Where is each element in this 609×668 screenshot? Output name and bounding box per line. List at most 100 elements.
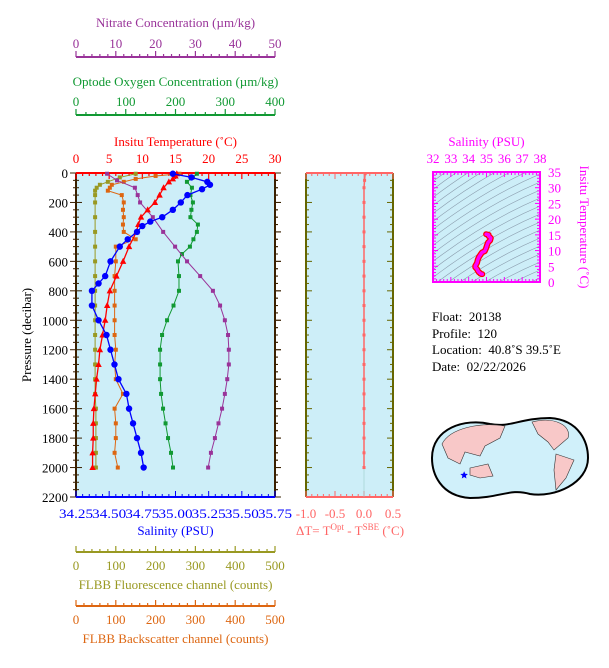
oxygen-point [190,200,195,205]
delta-t-point [362,348,366,352]
temperature-tick-label: 10 [136,151,149,166]
fluorescence-axis-title: FLBB Fluorescence channel (counts) [79,577,273,592]
density-contour [448,229,540,282]
oxygen-point [189,207,194,212]
backscatter-point [112,450,117,455]
nitrate-point [206,465,211,470]
salinity-point [88,287,96,295]
salinity-point [184,191,191,199]
backscatter-axis: 0 100 200 300 400 500 FLBB Backscatter channel… [73,600,285,646]
delta-t-tick-label: 0.0 [356,506,372,521]
nitrate-point [185,259,190,264]
salinity-point [95,317,102,324]
fluorescence-point [93,436,98,441]
oxygen-series [158,171,200,470]
salinity-point [107,258,114,265]
delta-t-plot: -1.0 -0.5 0.0 0.5ΔT= TOpt - TSBE (˚C) [296,172,404,538]
nitrate-point [114,178,119,183]
delta-t-point [363,172,367,176]
temperature-point [89,464,96,471]
backscatter-point [113,347,118,352]
pressure-tick-label: 1600 [42,402,68,417]
fluorescence-point [93,465,98,470]
density-contour [393,82,550,182]
ts-x-tick-label: 38 [534,151,547,166]
fluorescence-point [94,185,99,190]
nitrate-point [220,406,225,411]
pressure-tick-label: 1200 [42,343,68,358]
location-row: Location: 40.8˚S 39.5˚E [432,342,561,357]
delta-t-point [362,200,366,204]
density-contour [471,245,540,282]
ts-x-tick-label: 32 [427,151,440,166]
salinity-point [129,420,137,427]
density-contours [393,82,550,282]
temperature-point [90,434,97,441]
salinity-point [107,346,114,353]
delta-t-point [362,421,366,425]
delta-t-point [362,451,366,455]
fluorescence-tick-label: 0 [73,558,80,573]
salinity-point [103,331,110,339]
salinity-tick-label: 34.75 [125,506,159,521]
backscatter-point [112,318,117,323]
backscatter-point [121,179,126,184]
fluorescence-point [93,450,98,455]
temperature-point [165,178,173,185]
temperature-point [119,257,127,264]
oxygen-point [158,347,163,352]
fluorescence-point [97,182,102,187]
delta-t-point [362,215,366,219]
oxygen-point [171,303,176,308]
salinity-point [116,243,123,250]
nitrate-point [198,274,203,279]
salinity-point [198,186,206,193]
salinity-point [95,280,102,287]
delta-t-point [362,392,366,396]
salinity-point [159,213,166,221]
oxygen-point [189,185,194,190]
ts-y-tick-label: 15 [548,228,561,243]
fluorescence-point [93,347,98,352]
backscatter-axis-title: FLBB Backscatter channel (counts) [83,631,269,646]
backscatter-point [120,207,125,212]
nitrate-point [132,185,137,190]
oxygen-point [194,171,199,176]
salinity-point [140,464,147,471]
pressure-tick-label: 1400 [42,372,68,387]
backscatter-point [113,259,118,264]
ts-x-tick-label: 37 [516,151,530,166]
backscatter-point [113,436,118,441]
map-australia [469,463,494,479]
backscatter-tick-label: 400 [225,612,245,627]
density-contour [459,237,540,282]
nitrate-point [225,377,230,382]
nitrate-point [135,193,140,198]
density-contour [433,172,483,206]
delta-t-tick-label: -1.0 [296,506,317,521]
pressure-tick-label: 1000 [42,313,68,328]
nitrate-tick-label: 50 [269,36,282,51]
location: 40.8˚S 39.5˚E [488,342,561,357]
ts-curve [473,232,493,276]
pressure-tick-label: 1800 [42,431,68,446]
float-info: Float: 20138 Profile: 120 Location: 40.8… [432,309,561,375]
oxygen-tick-label: 100 [116,94,136,109]
oxygen-point [159,391,164,396]
fluorescence-series [93,171,138,470]
nitrate-tick-label: 0 [73,36,80,51]
density-contour [433,172,512,222]
oxygen-point [191,237,196,242]
salinity-point [147,218,154,225]
delta-t-title-part: ΔT= T [296,523,331,538]
delta-t-point [362,436,366,440]
nitrate-tick-label: 40 [229,36,242,51]
delta-t-line [363,173,366,468]
density-contour [433,205,540,270]
ts-diagram: 32 33 34 35 36 37 38 Salinity (PSU) 051015202530… [393,82,593,290]
temperature-tick-label: 5 [106,151,113,166]
fluorescence-tick-label: 400 [225,558,245,573]
profile-number: 120 [477,325,498,341]
pressure-tick-label: 200 [49,195,69,210]
delta-t-point [362,289,366,293]
